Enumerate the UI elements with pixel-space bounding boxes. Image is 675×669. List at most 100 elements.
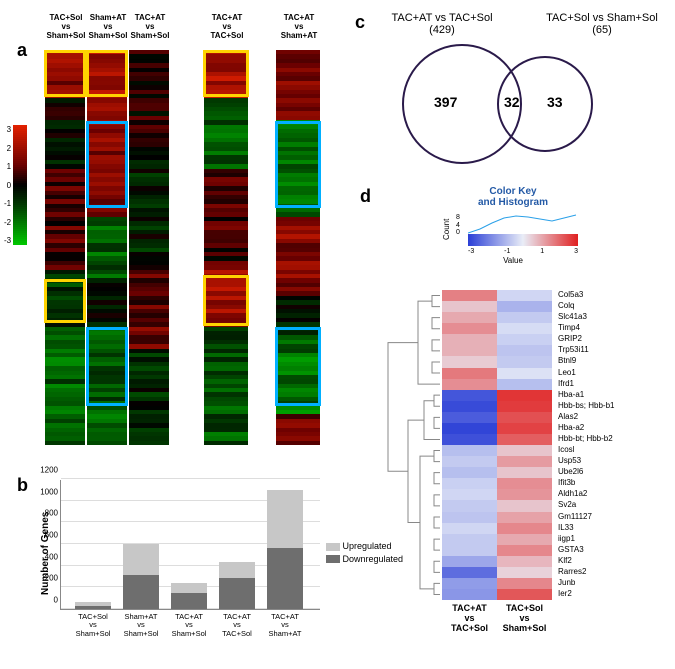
heatmap-row <box>442 467 552 478</box>
heatmap-highlight <box>275 327 321 406</box>
gene-label: Leo1 <box>555 368 675 379</box>
gene-label: Ube2l6 <box>555 467 675 478</box>
gene-label: Junb <box>555 578 675 589</box>
bar-category-label: TAC+ATvsSham+Sol <box>166 613 212 638</box>
heatmap-row <box>442 390 552 401</box>
gene-label: Colq <box>555 301 675 312</box>
heatmap-row <box>442 445 552 456</box>
venn-overlap: 32 <box>504 94 520 110</box>
bar-category-label: Sham+ATvsSham+Sol <box>118 613 164 638</box>
heatmap-row <box>442 323 552 334</box>
bar <box>75 602 111 609</box>
heatmap-row <box>442 489 552 500</box>
panel-a-header: TAC+SolvsSham+Sol <box>45 14 87 40</box>
heatmap-highlight <box>44 50 86 97</box>
panel-d-col-labels: TAC+ATvsTAC+Sol TAC+SolvsSham+Sol <box>442 604 552 634</box>
bar <box>267 490 303 609</box>
gene-label: Alas2 <box>555 412 675 423</box>
venn-left-only: 397 <box>434 94 457 110</box>
venn-left-n: (429) <box>429 24 455 36</box>
panel-a-header: Sham+ATvsSham+Sol <box>87 14 129 40</box>
gene-label: Hbb-bt; Hbb-b2 <box>555 434 675 445</box>
heatmap-row <box>442 556 552 567</box>
bar-category-label: TAC+SolvsSham+Sol <box>70 613 116 638</box>
gene-label: iigp1 <box>555 534 675 545</box>
heatmap-row <box>442 334 552 345</box>
bar <box>171 583 207 609</box>
heatmap-row <box>442 356 552 367</box>
panel-label-c: c <box>355 12 365 33</box>
panel-b-chart: 020040060080010001200 <box>60 480 320 610</box>
heatmap-row <box>442 589 552 600</box>
panel-b-categories: TAC+SolvsSham+SolSham+ATvsSham+SolTAC+AT… <box>60 613 320 653</box>
gene-label: Ier2 <box>555 589 675 600</box>
gene-label: Col5a3 <box>555 290 675 301</box>
heatmap-row <box>442 478 552 489</box>
heatmap-row <box>442 500 552 511</box>
panel-d-genes: Col5a3ColqSlc41a3Timp4GRIP2Trp53i11Btnl9… <box>555 290 675 600</box>
heatmap-highlight <box>44 279 86 322</box>
gene-label: IL33 <box>555 523 675 534</box>
venn-right-only: 33 <box>547 94 563 110</box>
gene-label: Ifit3b <box>555 478 675 489</box>
gene-label: Aldh1a2 <box>555 489 675 500</box>
panel-a-header: TAC+ATvsSham+AT <box>276 14 322 40</box>
heatmap-row <box>442 345 552 356</box>
gene-label: Gm11127 <box>555 512 675 523</box>
heatmap-row <box>442 290 552 301</box>
heatmap-row <box>442 379 552 390</box>
panel-label-a: a <box>17 40 27 61</box>
panel-c-venn: TAC+AT vs TAC+Sol (429) TAC+Sol vs Sham+… <box>372 12 662 172</box>
venn-right-n: (65) <box>592 24 612 36</box>
gene-label: Sv2a <box>555 500 675 511</box>
bar <box>123 544 159 609</box>
gene-label: Ifrd1 <box>555 379 675 390</box>
panel-d-dendrogram <box>378 290 440 600</box>
heatmap-highlight <box>275 121 321 208</box>
heatmap-highlight <box>203 50 249 97</box>
venn-left-title: TAC+AT vs TAC+Sol <box>391 12 492 24</box>
gene-label: Slc41a3 <box>555 312 675 323</box>
heatmap-row <box>442 567 552 578</box>
heatmap-row <box>442 456 552 467</box>
panel-a-header: TAC+ATvsSham+Sol <box>129 14 171 40</box>
heatmap-column <box>129 50 169 445</box>
heatmap-row <box>442 534 552 545</box>
bar <box>219 562 255 609</box>
heatmap-row <box>442 578 552 589</box>
gene-label: Hba-a1 <box>555 390 675 401</box>
heatmap-row <box>442 545 552 556</box>
gene-label: Klf2 <box>555 556 675 567</box>
panel-label-b: b <box>17 475 28 496</box>
panel-d-colorkey: Color Keyand Histogram 840 Count -3-113 … <box>438 186 588 265</box>
panel-label-d: d <box>360 186 371 207</box>
bar-category-label: TAC+ATvsTAC+Sol <box>214 613 260 638</box>
panel-d-heatmap <box>442 290 552 600</box>
venn-right-title: TAC+Sol vs Sham+Sol <box>546 12 658 24</box>
gene-label: Hba-a2 <box>555 423 675 434</box>
panel-a-colorbar: 3210-1-2-3 <box>4 125 27 245</box>
heatmap-row <box>442 368 552 379</box>
colorkey-xlab: Value <box>438 256 588 265</box>
gene-label: Trp53i11 <box>555 345 675 356</box>
heatmap-column <box>204 50 248 445</box>
gene-label: Btnl9 <box>555 356 675 367</box>
heatmap-row <box>442 301 552 312</box>
heatmap-highlight <box>86 121 128 208</box>
heatmap-highlight <box>203 275 249 326</box>
gene-label: Icosl <box>555 445 675 456</box>
heatmap-row <box>442 434 552 445</box>
panel-b-ylabel: Number of Genes <box>40 512 51 595</box>
heatmap-column <box>45 50 85 445</box>
heatmap-highlight <box>86 327 128 406</box>
gene-label: GRIP2 <box>555 334 675 345</box>
heatmap-row <box>442 423 552 434</box>
gene-label: Timp4 <box>555 323 675 334</box>
panel-a-header: TAC+ATvsTAC+Sol <box>204 14 250 40</box>
heatmap-highlight <box>86 50 128 97</box>
gene-label: Hbb-bs; Hbb-b1 <box>555 401 675 412</box>
bar-category-label: TAC+ATvsSham+AT <box>262 613 308 638</box>
heatmap-row <box>442 523 552 534</box>
heatmap-row <box>442 401 552 412</box>
heatmap-row <box>442 412 552 423</box>
